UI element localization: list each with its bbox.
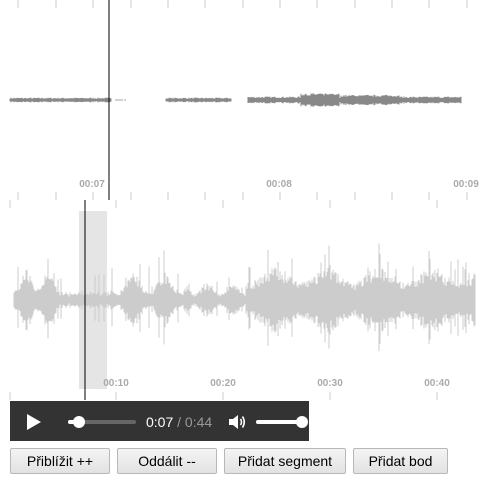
time-separator: / — [173, 414, 185, 430]
add-segment-button[interactable]: Přidat segment — [224, 448, 346, 474]
zoom-out-button[interactable]: Oddálit -- — [117, 448, 217, 474]
overview-time-label: 00:30 — [317, 378, 343, 389]
volume-slider[interactable] — [256, 416, 308, 428]
overview-time-label: 00:20 — [210, 378, 236, 389]
progress-thumb[interactable] — [72, 416, 85, 428]
current-time: 0:07 — [146, 414, 174, 430]
overview-time-label: 00:40 — [424, 378, 450, 389]
zoomview-panel[interactable]: 00:07 00:08 00:09 — [0, 0, 480, 200]
zoom-time-label: 00:07 — [79, 179, 105, 190]
volume-thumb[interactable] — [296, 416, 308, 428]
progress-slider[interactable] — [68, 416, 136, 428]
volume-fill — [256, 420, 302, 424]
add-point-button[interactable]: Přidat bod — [353, 448, 448, 474]
audio-player: 0:07 / 0:44 — [10, 401, 309, 441]
zoom-waveform-path — [9, 93, 462, 107]
overview-waveform-path — [13, 243, 476, 352]
time-display: 0:07 / 0:44 — [146, 414, 212, 430]
zoom-time-label: 00:08 — [266, 179, 292, 190]
overview-time-label: 00:10 — [103, 378, 129, 389]
zoom-time-label: 00:09 — [453, 179, 479, 190]
play-icon[interactable] — [26, 413, 42, 431]
overview-panel[interactable]: 00:10 00:20 00:30 00:40 — [0, 200, 480, 400]
duration: 0:44 — [184, 414, 213, 430]
overview-waveform[interactable] — [0, 200, 480, 400]
zoomview-waveform[interactable] — [0, 0, 480, 200]
zoom-in-button[interactable]: Přiblížit ++ — [10, 448, 110, 474]
volume-icon[interactable] — [228, 413, 246, 431]
